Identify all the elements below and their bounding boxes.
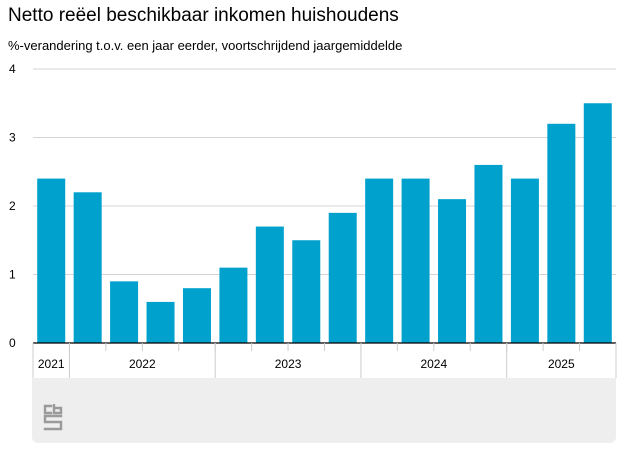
y-tick-label: 4 bbox=[9, 62, 16, 76]
bar bbox=[510, 178, 539, 343]
bar-chart: 0 1 2 3 4 2021 2022 2023 2024 2025 bbox=[9, 62, 617, 378]
x-year-label: 2024 bbox=[420, 357, 447, 371]
bar bbox=[37, 178, 66, 343]
bar bbox=[255, 226, 284, 343]
cbs-logo-icon bbox=[43, 404, 63, 431]
y-tick-label: 3 bbox=[9, 131, 16, 145]
x-year-label: 2023 bbox=[275, 357, 302, 371]
chart-subtitle: %-verandering t.o.v. een jaar eerder, vo… bbox=[8, 38, 403, 53]
y-tick-label: 2 bbox=[9, 199, 16, 213]
x-axis: 2021 2022 2023 2024 2025 bbox=[32, 342, 617, 378]
bar bbox=[438, 199, 467, 343]
bar bbox=[73, 192, 102, 343]
chart-footer bbox=[32, 378, 616, 443]
bar bbox=[328, 212, 357, 343]
y-tick-label: 1 bbox=[9, 268, 16, 282]
bar bbox=[365, 178, 394, 343]
bar bbox=[583, 103, 612, 343]
x-year-label: 2021 bbox=[38, 357, 65, 371]
bar bbox=[547, 123, 576, 343]
bar bbox=[474, 164, 503, 343]
bar bbox=[401, 178, 430, 343]
bar bbox=[146, 301, 175, 343]
chart-title: Netto reëel beschikbaar inkomen huishoud… bbox=[8, 5, 399, 26]
y-tick-label: 0 bbox=[9, 336, 16, 350]
bar bbox=[219, 267, 248, 343]
bar bbox=[110, 281, 139, 343]
x-year-label: 2022 bbox=[129, 357, 156, 371]
bars bbox=[37, 103, 612, 343]
x-year-label: 2025 bbox=[548, 357, 575, 371]
y-axis-ticks: 0 1 2 3 4 bbox=[9, 62, 16, 350]
bar bbox=[182, 288, 211, 343]
bar bbox=[292, 240, 321, 343]
